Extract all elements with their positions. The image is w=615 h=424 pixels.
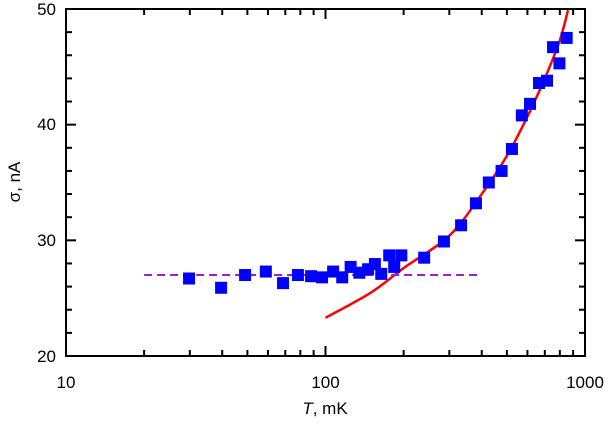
data-point: [560, 31, 573, 44]
x-tick-label: 1000: [566, 373, 604, 392]
data-point: [524, 97, 537, 110]
y-tick-label: 30: [37, 231, 56, 250]
data-point: [368, 258, 381, 271]
x-tick-label: 100: [311, 373, 339, 392]
data-point: [388, 260, 401, 273]
data-point: [547, 41, 560, 54]
x-axis-unit: , mK: [313, 399, 349, 418]
data-point: [553, 57, 566, 70]
fit-curve: [324, 9, 570, 319]
data-point: [383, 249, 396, 262]
y-tick-label: 20: [37, 347, 56, 366]
data-point: [277, 277, 290, 290]
y-tick-label: 40: [37, 115, 56, 134]
x-axis-variable: T: [302, 399, 314, 418]
data-point: [375, 267, 388, 280]
data-point: [418, 251, 431, 264]
data-point: [482, 176, 495, 189]
data-point: [327, 265, 340, 278]
x-tick-label: 10: [57, 373, 76, 392]
x-axis-label: T, mK: [302, 399, 348, 418]
data-point: [215, 281, 228, 294]
y-axis-label: σ, nA: [5, 161, 24, 202]
data-point: [316, 271, 329, 284]
data-point: [495, 164, 508, 177]
data-point: [437, 235, 450, 248]
data-point: [259, 265, 272, 278]
y-tick-label: 50: [37, 0, 56, 19]
data-point: [336, 271, 349, 284]
data-point: [541, 74, 554, 87]
data-point: [239, 269, 252, 282]
data-point: [291, 269, 304, 282]
data-point: [183, 272, 196, 285]
plot-frame: [65, 8, 586, 357]
data-point: [469, 197, 482, 210]
data-point: [515, 109, 528, 122]
data-point: [395, 249, 408, 262]
data-point: [455, 219, 468, 232]
data-point: [305, 270, 318, 283]
axis-ticks: [65, 8, 586, 357]
plot-marks: [144, 9, 573, 319]
data-point: [505, 142, 518, 155]
